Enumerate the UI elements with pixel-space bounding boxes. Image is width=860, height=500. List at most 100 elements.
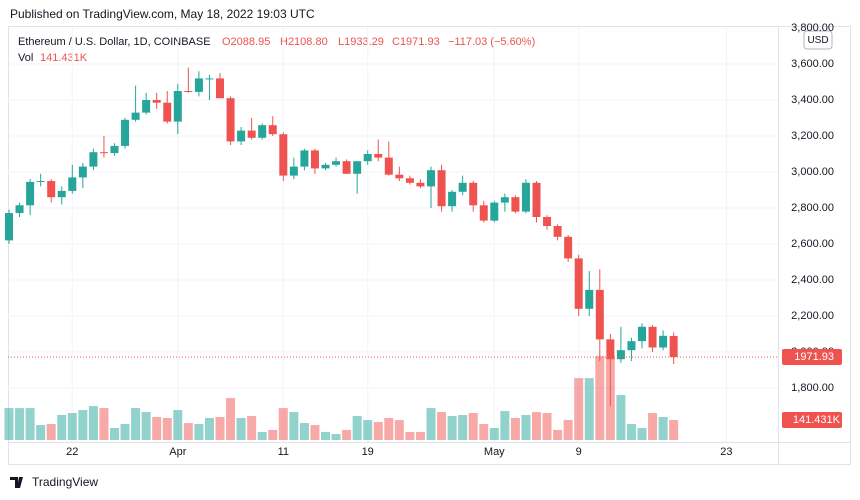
symbol-title: Ethereum / U.S. Dollar, 1D, COINBASE [18, 36, 211, 48]
candle-body [363, 154, 372, 162]
legend-low: L1933.29 [338, 36, 384, 48]
brand-name: TradingView [32, 475, 98, 489]
volume-bar [226, 398, 236, 440]
legend-open: O2088.95 [222, 36, 270, 48]
candle-body [384, 157, 393, 175]
candle-body [469, 182, 478, 206]
candle-body [669, 335, 678, 358]
x-tick-label: 11 [278, 446, 289, 458]
volume-bar [194, 424, 204, 440]
candle-body [142, 100, 151, 113]
volume-bar [553, 429, 563, 440]
candle-body [300, 150, 309, 167]
volume-bar [236, 417, 246, 440]
candle-body [374, 154, 383, 158]
candle-body [321, 164, 330, 169]
volume-bar [289, 412, 299, 440]
candle-body [479, 205, 488, 221]
legend-change: −117.03 (−5.60%) [448, 36, 535, 48]
candle-body [532, 182, 541, 217]
candle-body [226, 98, 235, 142]
candle-body [173, 91, 182, 122]
candle-body [353, 161, 362, 174]
legend-close: C1971.93 [392, 36, 440, 48]
volume-bar [110, 427, 119, 440]
candle-body [99, 152, 108, 154]
volume-bar [141, 412, 151, 440]
volume-bar [25, 408, 35, 440]
legend: Ethereum / U.S. Dollar, 1D, COINBASE O20… [18, 36, 535, 64]
volume-bar [595, 356, 605, 440]
volume-bar [278, 408, 288, 440]
x-tick-label: Apr [169, 446, 186, 458]
x-tick-label: 23 [720, 446, 732, 458]
last-price-tag [782, 349, 842, 366]
volume-bar [15, 408, 25, 440]
y-tick-label: 2,400.00 [791, 274, 834, 286]
volume-bar [299, 423, 309, 440]
last-price-label: 1971.93 [794, 351, 834, 363]
candle-body [437, 170, 446, 207]
legend-vol-name: Vol [18, 52, 33, 64]
last-volume-tag [782, 412, 842, 429]
volume-bar [394, 420, 404, 440]
y-tick-label: 1,800.00 [791, 382, 834, 394]
currency: USD [807, 35, 828, 46]
candle-body [279, 134, 288, 176]
candle-body [36, 181, 45, 182]
candle-body [427, 170, 435, 187]
candle-body [638, 326, 646, 342]
volume-bar [78, 410, 88, 440]
frame [8, 26, 851, 465]
candle-body [68, 177, 77, 191]
candle-body [163, 102, 172, 122]
volume-bar [215, 416, 225, 440]
volume-bar [373, 422, 383, 440]
volume-bar [46, 424, 56, 440]
volume-bar [426, 408, 436, 440]
volume-bar [468, 413, 478, 440]
candle-body [184, 91, 193, 92]
brand-logo [10, 477, 23, 488]
candle-body [553, 226, 562, 237]
volume-bar [152, 416, 162, 440]
candle-body [543, 217, 552, 226]
volume-bar [363, 420, 373, 440]
volume-bar [173, 410, 183, 440]
volume-bar [405, 431, 415, 440]
volume-bar [584, 378, 594, 440]
candle-body [342, 161, 351, 174]
y-tick-label: 3,600.00 [791, 58, 834, 70]
volume-bar [447, 415, 457, 440]
volume-bar [131, 408, 141, 440]
last-volume-label: 141.431K [793, 414, 841, 426]
candle-body [659, 335, 668, 348]
candle-body [448, 191, 457, 207]
volume-bar [384, 417, 394, 440]
candle-body [57, 190, 66, 198]
published: Published on TradingView.com, May 18, 20… [10, 7, 315, 21]
brand: TradingView [10, 475, 98, 489]
candle-body [26, 181, 35, 206]
volume-bar [437, 412, 447, 440]
y-tick-label: 2,600.00 [791, 238, 834, 250]
volume-bar [510, 417, 520, 440]
candle-body [616, 350, 625, 360]
volume-bar [331, 434, 341, 440]
candle-body [416, 182, 425, 187]
candle-body [395, 174, 404, 179]
y-tick-label: 3,000.00 [791, 166, 834, 178]
volume-bar [67, 413, 77, 440]
candle-body [131, 112, 140, 120]
candle-body [152, 100, 161, 103]
candle-body [574, 258, 583, 309]
candle-body [110, 145, 119, 154]
candle-body [121, 119, 130, 146]
volume-bar [637, 427, 647, 440]
candle-body [521, 182, 530, 212]
volume-bar [247, 415, 257, 440]
volume-bar [658, 416, 668, 440]
volume-bar [257, 431, 267, 440]
volume-bar [120, 424, 130, 440]
y-tick-label: 2,800.00 [791, 202, 834, 214]
